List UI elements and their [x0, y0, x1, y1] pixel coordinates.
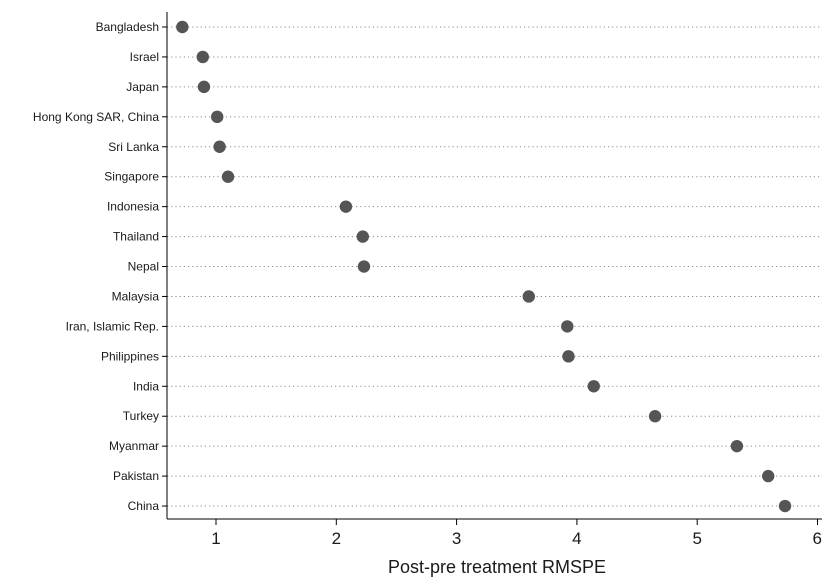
- y-tick-label: Bangladesh: [96, 20, 159, 34]
- data-point: [778, 499, 792, 513]
- data-point: [561, 320, 574, 333]
- y-tick-label: China: [128, 499, 160, 513]
- x-axis-label: Post-pre treatment RMSPE: [388, 557, 606, 577]
- y-tick-label: Myanmar: [109, 439, 159, 453]
- data-point: [761, 469, 775, 483]
- y-tick-label: Thailand: [113, 230, 159, 244]
- data-point: [211, 110, 224, 124]
- y-tick-label: Singapore: [104, 170, 159, 184]
- y-tick-labels: Bangladesh Israel Japan Hong Kong SAR, Chin…: [33, 20, 159, 513]
- data-point: [221, 170, 235, 183]
- y-tick-label: Turkey: [123, 409, 159, 423]
- data-point: [196, 50, 209, 64]
- x-tick-label: 6: [813, 529, 822, 548]
- data-point: [176, 20, 189, 34]
- data-point: [339, 200, 353, 213]
- x-tick-label: 5: [692, 529, 701, 548]
- x-tick-labels: 1 2 3 4 5 6: [211, 529, 822, 548]
- data-point: [587, 380, 600, 393]
- data-point: [213, 140, 226, 153]
- y-tick-label: Sri Lanka: [108, 140, 159, 154]
- x-tick-label: 2: [332, 529, 341, 548]
- data-point: [357, 260, 371, 273]
- data-points: [176, 20, 792, 513]
- data-point: [562, 350, 575, 363]
- y-tick-label: Indonesia: [107, 200, 159, 214]
- y-tick-label: Malaysia: [112, 289, 160, 303]
- y-tick-label: Japan: [126, 80, 159, 94]
- y-tick-label: Hong Kong SAR, China: [33, 110, 159, 124]
- data-point: [648, 410, 662, 423]
- x-tick-label: 1: [211, 529, 220, 548]
- y-tick-label: Pakistan: [113, 469, 159, 483]
- y-tick-label: Philippines: [101, 349, 159, 363]
- axes: [162, 12, 822, 525]
- data-point: [522, 290, 535, 303]
- data-point: [356, 230, 369, 243]
- x-tick-label: 4: [572, 529, 581, 548]
- y-tick-label: Nepal: [128, 260, 159, 274]
- data-point: [197, 80, 211, 94]
- x-tick-label: 3: [452, 529, 461, 548]
- gridlines: [167, 26, 822, 507]
- y-tick-label: Iran, Islamic Rep.: [66, 319, 159, 333]
- y-tick-label: India: [133, 379, 159, 393]
- data-point: [730, 439, 744, 453]
- y-tick-label: Israel: [130, 50, 159, 64]
